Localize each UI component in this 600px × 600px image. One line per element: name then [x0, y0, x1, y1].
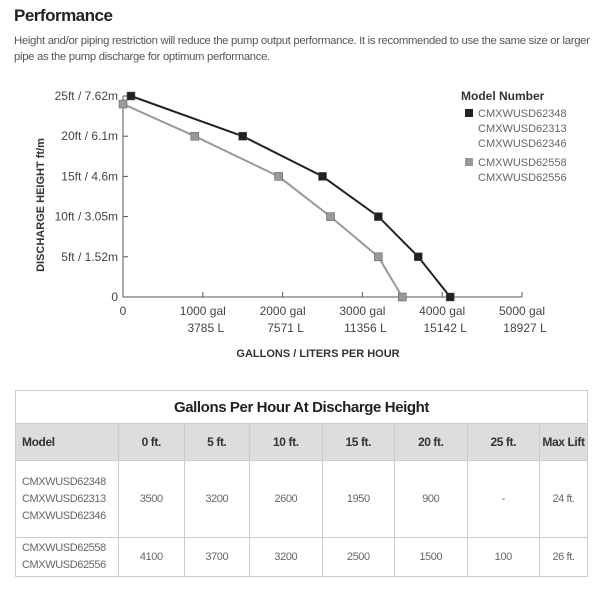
value-cell: 24 ft. — [539, 460, 588, 538]
value-cell: 4100 — [118, 537, 185, 577]
header-cell: 25 ft. — [466, 423, 540, 461]
model-name: CMXWUSD62313 — [22, 492, 106, 505]
value-cell: 3200 — [249, 537, 323, 577]
x-tick-label-liters: 7571 L — [267, 321, 304, 335]
table-row: CMXWUSD62558 CMXWUSD62556 4100 3700 3200 … — [15, 537, 588, 577]
legend-label: CMXWUSD62556 — [478, 172, 567, 184]
data-point — [238, 131, 247, 141]
legend-marker — [465, 109, 473, 117]
data-point — [126, 91, 136, 101]
value-cell: 100 — [466, 537, 540, 577]
data-point — [118, 99, 128, 109]
data-point — [398, 292, 407, 302]
data-point — [318, 172, 327, 181]
table-header-row: Model 0 ft. 5 ft. 10 ft. 15 ft. 20 ft. 2… — [15, 423, 588, 461]
y-tick-label: 10ft / 3.05m — [55, 210, 118, 224]
model-name: CMXWUSD62558 — [22, 542, 106, 554]
legend-label: CMXWUSD62348 — [478, 108, 567, 120]
y-tick-label: 0 — [111, 290, 118, 304]
header-cell: Model — [15, 423, 119, 461]
data-point — [190, 131, 200, 141]
model-name: CMXWUSD62556 — [22, 559, 106, 571]
value-cell: - — [466, 460, 540, 538]
value-cell: 3500 — [118, 460, 185, 538]
value-cell: 900 — [394, 460, 468, 538]
performance-chart: 0 1000 gal 3785 L 2000 gal 7571 L 3000 gal 113… — [35, 89, 567, 360]
series-line — [130, 95, 451, 298]
legend-label: CMXWUSD62558 — [478, 157, 567, 169]
value-cell: 2500 — [321, 537, 396, 577]
model-cell: CMXWUSD62558 CMXWUSD62556 — [15, 537, 119, 577]
performance-table: Gallons Per Hour At Discharge Height Mod… — [15, 390, 588, 577]
x-tick-label: 2000 gal — [260, 304, 306, 318]
y-tick-label: 5ft / 1.52m — [61, 250, 118, 264]
header-cell: 20 ft. — [394, 423, 468, 461]
x-tick-label-liters: 18927 L — [503, 321, 547, 335]
x-tick-label-liters: 11356 L — [344, 321, 387, 335]
legend-label: CMXWUSD62313 — [478, 123, 567, 135]
x-tick-label: 4000 gal — [419, 304, 465, 318]
model-name: CMXWUSD62346 — [22, 509, 106, 522]
x-tick-label-liters: 3785 L — [187, 321, 224, 335]
data-point — [374, 212, 383, 221]
value-cell: 26 ft. — [539, 537, 588, 577]
y-tick-label: 25ft / 7.62m — [55, 89, 118, 103]
header-cell: 15 ft. — [321, 423, 396, 461]
header-cell: 5 ft. — [183, 423, 251, 461]
x-tick-label-liters: 15142 L — [424, 321, 468, 335]
table-row: CMXWUSD62348 CMXWUSD62313 CMXWUSD62346 350… — [15, 460, 588, 538]
header-cell: 0 ft. — [118, 423, 185, 461]
value-cell: 3200 — [183, 460, 251, 538]
value-cell: 3700 — [183, 537, 251, 577]
x-tick-label: 0 — [120, 304, 127, 318]
series-line — [122, 103, 404, 298]
legend-label: CMXWUSD62346 — [478, 138, 567, 150]
table-caption: Gallons Per Hour At Discharge Height — [15, 390, 588, 424]
model-cell: CMXWUSD62348 CMXWUSD62313 CMXWUSD62346 — [15, 460, 119, 538]
x-axis-label: GALLONS / LITERS PER HOUR — [236, 348, 399, 360]
page-title: Performance — [14, 6, 113, 25]
value-cell: 1500 — [394, 537, 468, 577]
data-point — [326, 212, 335, 221]
y-tick-label: 15ft / 4.6m — [61, 169, 118, 183]
y-tick-label: 20ft / 6.1m — [61, 129, 118, 143]
x-tick-label: 3000 gal — [339, 304, 385, 318]
value-cell: 1950 — [321, 460, 396, 538]
header-cell: Max Lift — [539, 423, 588, 461]
data-point — [445, 292, 455, 302]
model-name: CMXWUSD62348 — [22, 475, 106, 488]
header-cell: 10 ft. — [249, 423, 323, 461]
description: Height and/or piping restriction will re… — [14, 35, 590, 63]
legend-marker — [465, 158, 473, 166]
x-tick-label: 1000 gal — [180, 304, 226, 318]
value-cell: 2600 — [249, 460, 323, 538]
data-point — [374, 252, 383, 262]
legend-title: Model Number — [461, 89, 545, 103]
y-axis-label: DISCHARGE HEIGHT ft/m — [35, 138, 47, 272]
x-tick-label: 5000 gal — [499, 304, 545, 318]
data-point — [274, 172, 283, 181]
data-point — [414, 252, 423, 262]
